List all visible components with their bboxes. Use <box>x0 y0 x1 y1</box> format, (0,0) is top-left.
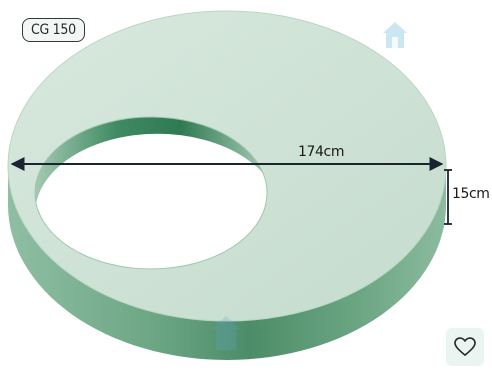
model-badge: CG 150 <box>22 18 85 42</box>
height-bracket <box>444 169 452 225</box>
height-label: 15cm <box>452 186 490 202</box>
slab-opening <box>35 117 267 269</box>
diameter-label: 174cm <box>298 144 345 160</box>
house-icon <box>212 316 240 350</box>
house-icon <box>383 22 407 48</box>
heart-icon <box>454 337 476 356</box>
favorite-button[interactable] <box>446 328 484 366</box>
